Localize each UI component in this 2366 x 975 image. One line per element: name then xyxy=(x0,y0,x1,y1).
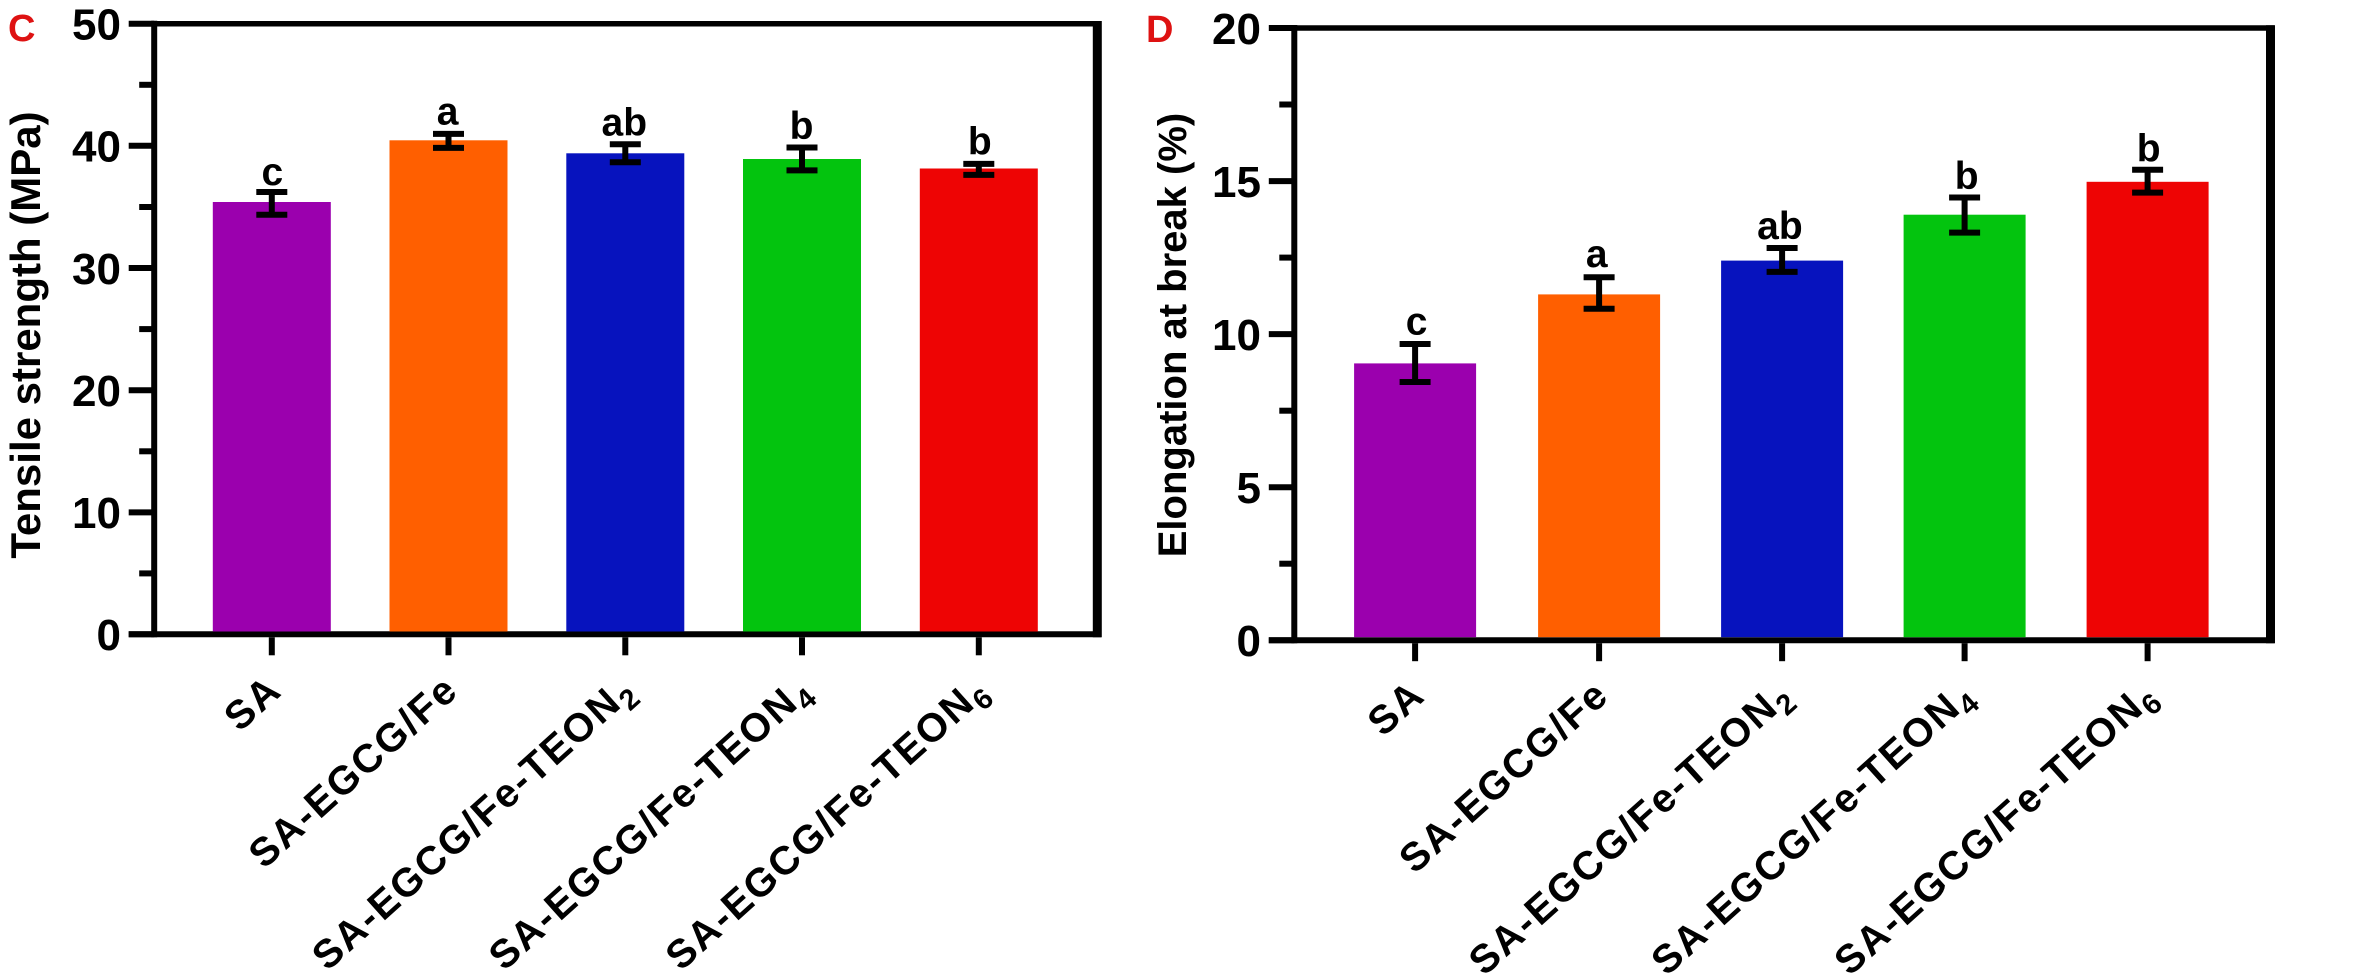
svg-text:b: b xyxy=(2137,127,2161,170)
svg-text:20: 20 xyxy=(72,367,121,416)
svg-text:D: D xyxy=(1146,9,1173,51)
svg-text:b: b xyxy=(1955,155,1979,198)
svg-text:0: 0 xyxy=(1237,617,1261,666)
svg-text:20: 20 xyxy=(1212,5,1261,54)
svg-text:Tensile strength (MPa): Tensile strength (MPa) xyxy=(2,111,49,558)
svg-text:Elongation at break (%): Elongation at break (%) xyxy=(1151,113,1195,558)
svg-text:30: 30 xyxy=(72,245,121,294)
svg-text:ab: ab xyxy=(602,101,648,144)
svg-text:C: C xyxy=(8,8,35,50)
svg-text:10: 10 xyxy=(1212,311,1261,360)
svg-text:10: 10 xyxy=(72,489,121,538)
svg-text:50: 50 xyxy=(72,1,121,50)
svg-text:15: 15 xyxy=(1212,158,1261,207)
svg-text:a: a xyxy=(437,91,459,134)
svg-text:c: c xyxy=(1406,301,1428,344)
svg-text:40: 40 xyxy=(72,123,121,172)
svg-text:ab: ab xyxy=(1757,205,1803,248)
svg-text:5: 5 xyxy=(1237,464,1261,513)
svg-text:b: b xyxy=(968,120,992,163)
svg-text:a: a xyxy=(1586,233,1608,276)
svg-text:c: c xyxy=(261,151,283,194)
svg-text:b: b xyxy=(790,105,814,148)
svg-text:0: 0 xyxy=(97,611,121,660)
